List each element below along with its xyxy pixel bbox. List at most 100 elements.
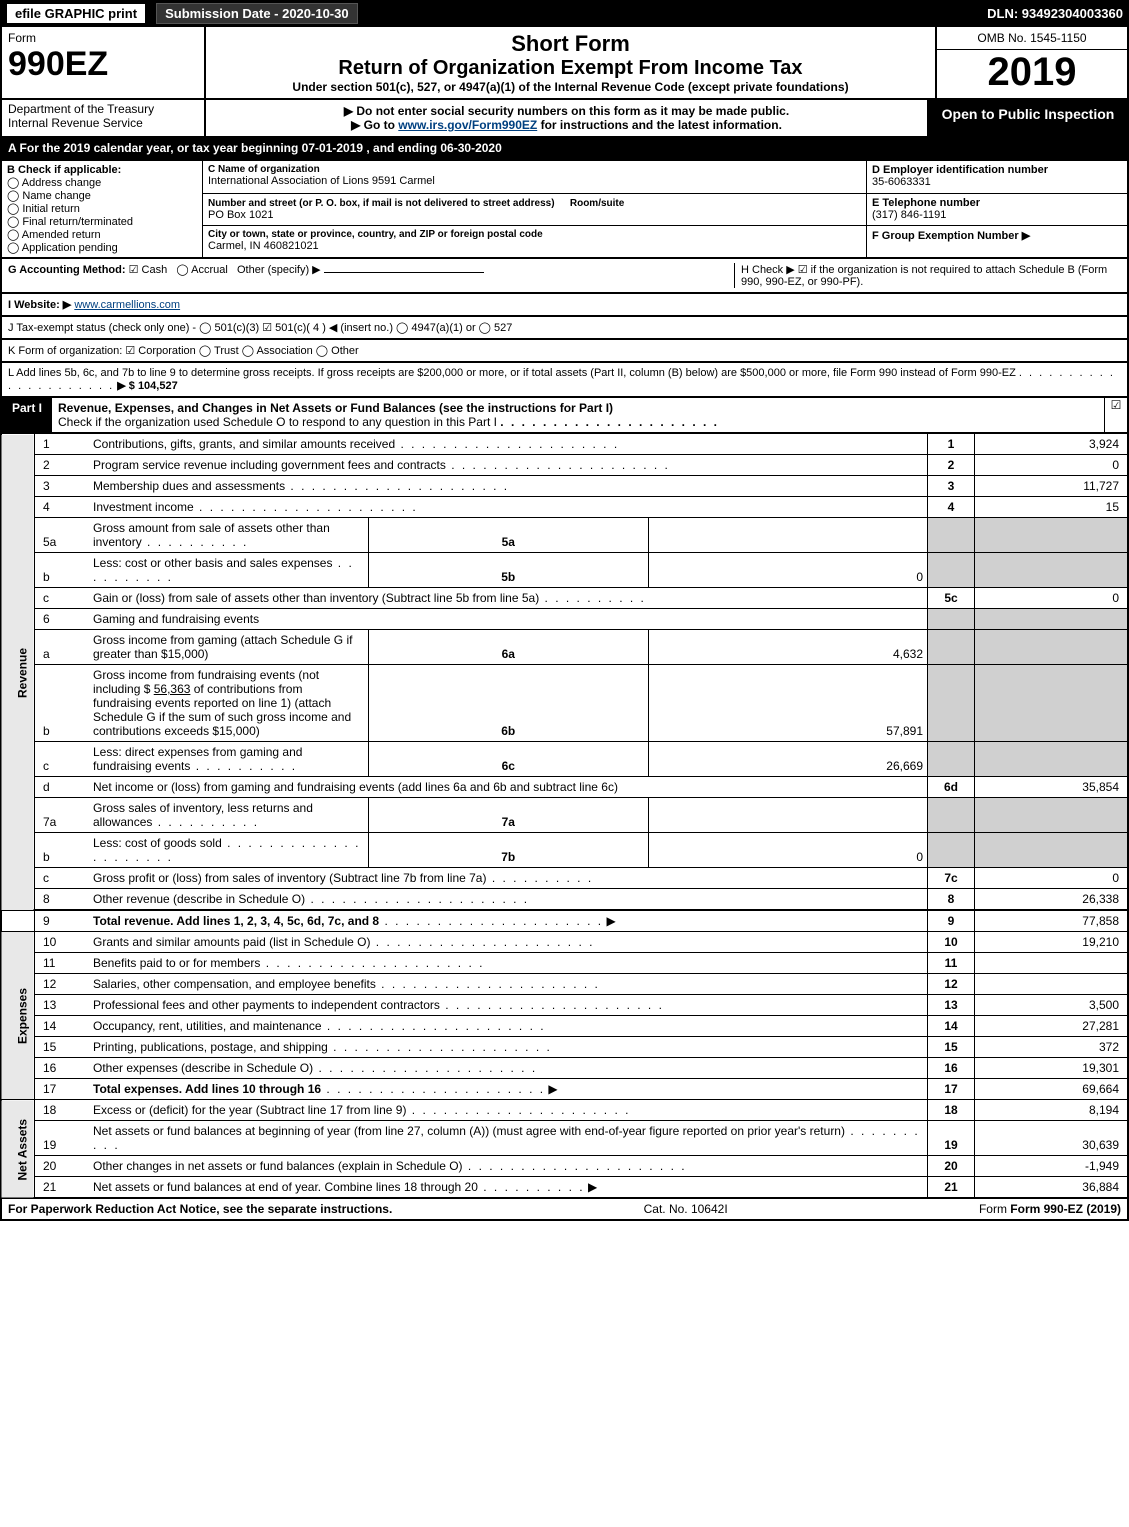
box-c-city: City or town, state or province, country… xyxy=(203,226,867,258)
line-desc: Occupancy, rent, utilities, and maintena… xyxy=(89,1016,928,1037)
line-num: 3 xyxy=(928,476,975,497)
check-final-return[interactable]: ◯ Final return/terminated xyxy=(7,215,197,228)
line-desc: Net income or (loss) from gaming and fun… xyxy=(89,777,928,798)
line-9: 9 Total revenue. Add lines 1, 2, 3, 4, 5… xyxy=(1,910,1128,932)
line-num: 12 xyxy=(928,974,975,995)
sub-val xyxy=(648,518,928,553)
schedule-o-checkbox[interactable]: ☑ xyxy=(1104,398,1127,432)
room-label: Room/suite xyxy=(570,198,624,209)
website-label: I Website: ▶ xyxy=(8,299,71,311)
line-val: 69,664 xyxy=(975,1079,1129,1100)
line-num: 18 xyxy=(928,1100,975,1121)
form-year-box: OMB No. 1545-1150 2019 xyxy=(935,27,1127,98)
line-val xyxy=(975,953,1129,974)
check-accrual[interactable]: ◯ Accrual xyxy=(176,264,227,276)
line-val: 0 xyxy=(975,588,1129,609)
line-no: 2 xyxy=(35,455,90,476)
line-num: 6d xyxy=(928,777,975,798)
shaded-cell xyxy=(928,742,975,777)
line-num: 10 xyxy=(928,932,975,953)
line-desc: Less: cost or other basis and sales expe… xyxy=(89,553,369,588)
gross-receipts-row: L Add lines 5b, 6c, and 7b to line 9 to … xyxy=(0,363,1129,398)
org-name: International Association of Lions 9591 … xyxy=(208,175,861,187)
line-desc: Gross profit or (loss) from sales of inv… xyxy=(89,868,928,889)
line-val: 35,854 xyxy=(975,777,1129,798)
line-desc: Gross amount from sale of assets other t… xyxy=(89,518,369,553)
check-amended[interactable]: ◯ Amended return xyxy=(7,228,197,241)
box-f: F Group Exemption Number ▶ xyxy=(867,226,1129,258)
short-form-title: Short Form xyxy=(212,31,929,57)
check-other[interactable]: Other (specify) ▶ xyxy=(237,264,321,276)
line-no: 16 xyxy=(35,1058,90,1079)
line-num: 8 xyxy=(928,889,975,911)
line-num: 11 xyxy=(928,953,975,974)
sub-val: 0 xyxy=(648,833,928,868)
line-6d: d Net income or (loss) from gaming and f… xyxy=(1,777,1128,798)
ein-label: D Employer identification number xyxy=(872,164,1122,176)
line-5b: b Less: cost or other basis and sales ex… xyxy=(1,553,1128,588)
shaded-cell xyxy=(975,609,1129,630)
line-no: 19 xyxy=(35,1121,90,1156)
dept-treasury: Department of the Treasury Internal Reve… xyxy=(2,100,206,136)
notice-link-line: ▶ Go to www.irs.gov/Form990EZ for instru… xyxy=(210,118,923,132)
tax-period: A For the 2019 calendar year, or tax yea… xyxy=(0,136,1129,160)
website-link[interactable]: www.carmellions.com xyxy=(74,299,180,311)
accounting-label: G Accounting Method: xyxy=(8,264,126,276)
blank-side xyxy=(1,910,35,932)
check-cash[interactable]: ☑ Cash xyxy=(129,264,168,276)
line-7a: 7a Gross sales of inventory, less return… xyxy=(1,798,1128,833)
line-desc: Investment income xyxy=(89,497,928,518)
form-number-box: Form 990EZ xyxy=(2,27,206,98)
irs-label: Internal Revenue Service xyxy=(8,116,198,130)
line-no: 3 xyxy=(35,476,90,497)
line-val: 8,194 xyxy=(975,1100,1129,1121)
catalog-number: Cat. No. 10642I xyxy=(644,1202,728,1216)
dept-label: Department of the Treasury xyxy=(8,102,198,116)
line-no: c xyxy=(35,868,90,889)
line-desc: Other expenses (describe in Schedule O) xyxy=(89,1058,928,1079)
part1-label: Part I xyxy=(2,398,52,432)
expenses-label: Expenses xyxy=(1,932,35,1100)
line-4: 4 Investment income 4 15 xyxy=(1,497,1128,518)
notice-tail: for instructions and the latest informat… xyxy=(541,118,782,132)
efile-print-button[interactable]: efile GRAPHIC print xyxy=(6,3,146,24)
line-val: 11,727 xyxy=(975,476,1129,497)
irs-link[interactable]: www.irs.gov/Form990EZ xyxy=(398,118,537,132)
address-label: Number and street (or P. O. box, if mail… xyxy=(208,198,555,209)
check-address-change[interactable]: ◯ Address change xyxy=(7,176,197,189)
group-exemption-label: F Group Exemption Number ▶ xyxy=(872,229,1122,242)
sub-val: 57,891 xyxy=(648,665,928,742)
check-name-change[interactable]: ◯ Name change xyxy=(7,189,197,202)
line-no: 6 xyxy=(35,609,90,630)
ein-value: 35-6063331 xyxy=(872,176,1122,188)
return-title: Return of Organization Exempt From Incom… xyxy=(212,57,929,80)
line-desc: Less: direct expenses from gaming and fu… xyxy=(89,742,369,777)
shaded-cell xyxy=(975,665,1129,742)
line-val: 27,281 xyxy=(975,1016,1129,1037)
sub-no: 6a xyxy=(369,630,649,665)
line-8: 8 Other revenue (describe in Schedule O)… xyxy=(1,889,1128,911)
line-num: 17 xyxy=(928,1079,975,1100)
check-application-pending[interactable]: ◯ Application pending xyxy=(7,241,197,254)
line-no: c xyxy=(35,742,90,777)
revenue-label: Revenue xyxy=(1,434,35,910)
line-7c: c Gross profit or (loss) from sales of i… xyxy=(1,868,1128,889)
org-header-table: B Check if applicable: ◯ Address change … xyxy=(0,160,1129,259)
line-no: 5a xyxy=(35,518,90,553)
submission-date-button[interactable]: Submission Date - 2020-10-30 xyxy=(156,3,358,24)
line-val: 30,639 xyxy=(975,1121,1129,1156)
instructions-row: Department of the Treasury Internal Reve… xyxy=(0,100,1129,136)
line-21: 21 Net assets or fund balances at end of… xyxy=(1,1177,1128,1199)
shaded-cell xyxy=(928,609,975,630)
shaded-cell xyxy=(975,553,1129,588)
part1-title: Revenue, Expenses, and Changes in Net As… xyxy=(58,401,613,415)
line-10: Expenses 10 Grants and similar amounts p… xyxy=(1,932,1128,953)
sub-no: 7b xyxy=(369,833,649,868)
line-17: 17 Total expenses. Add lines 10 through … xyxy=(1,1079,1128,1100)
check-initial-return[interactable]: ◯ Initial return xyxy=(7,202,197,215)
line-desc: Printing, publications, postage, and shi… xyxy=(89,1037,928,1058)
line-desc: Net assets or fund balances at end of ye… xyxy=(89,1177,928,1199)
line-19: 19 Net assets or fund balances at beginn… xyxy=(1,1121,1128,1156)
line-val: 15 xyxy=(975,497,1129,518)
page-footer: For Paperwork Reduction Act Notice, see … xyxy=(0,1199,1129,1221)
